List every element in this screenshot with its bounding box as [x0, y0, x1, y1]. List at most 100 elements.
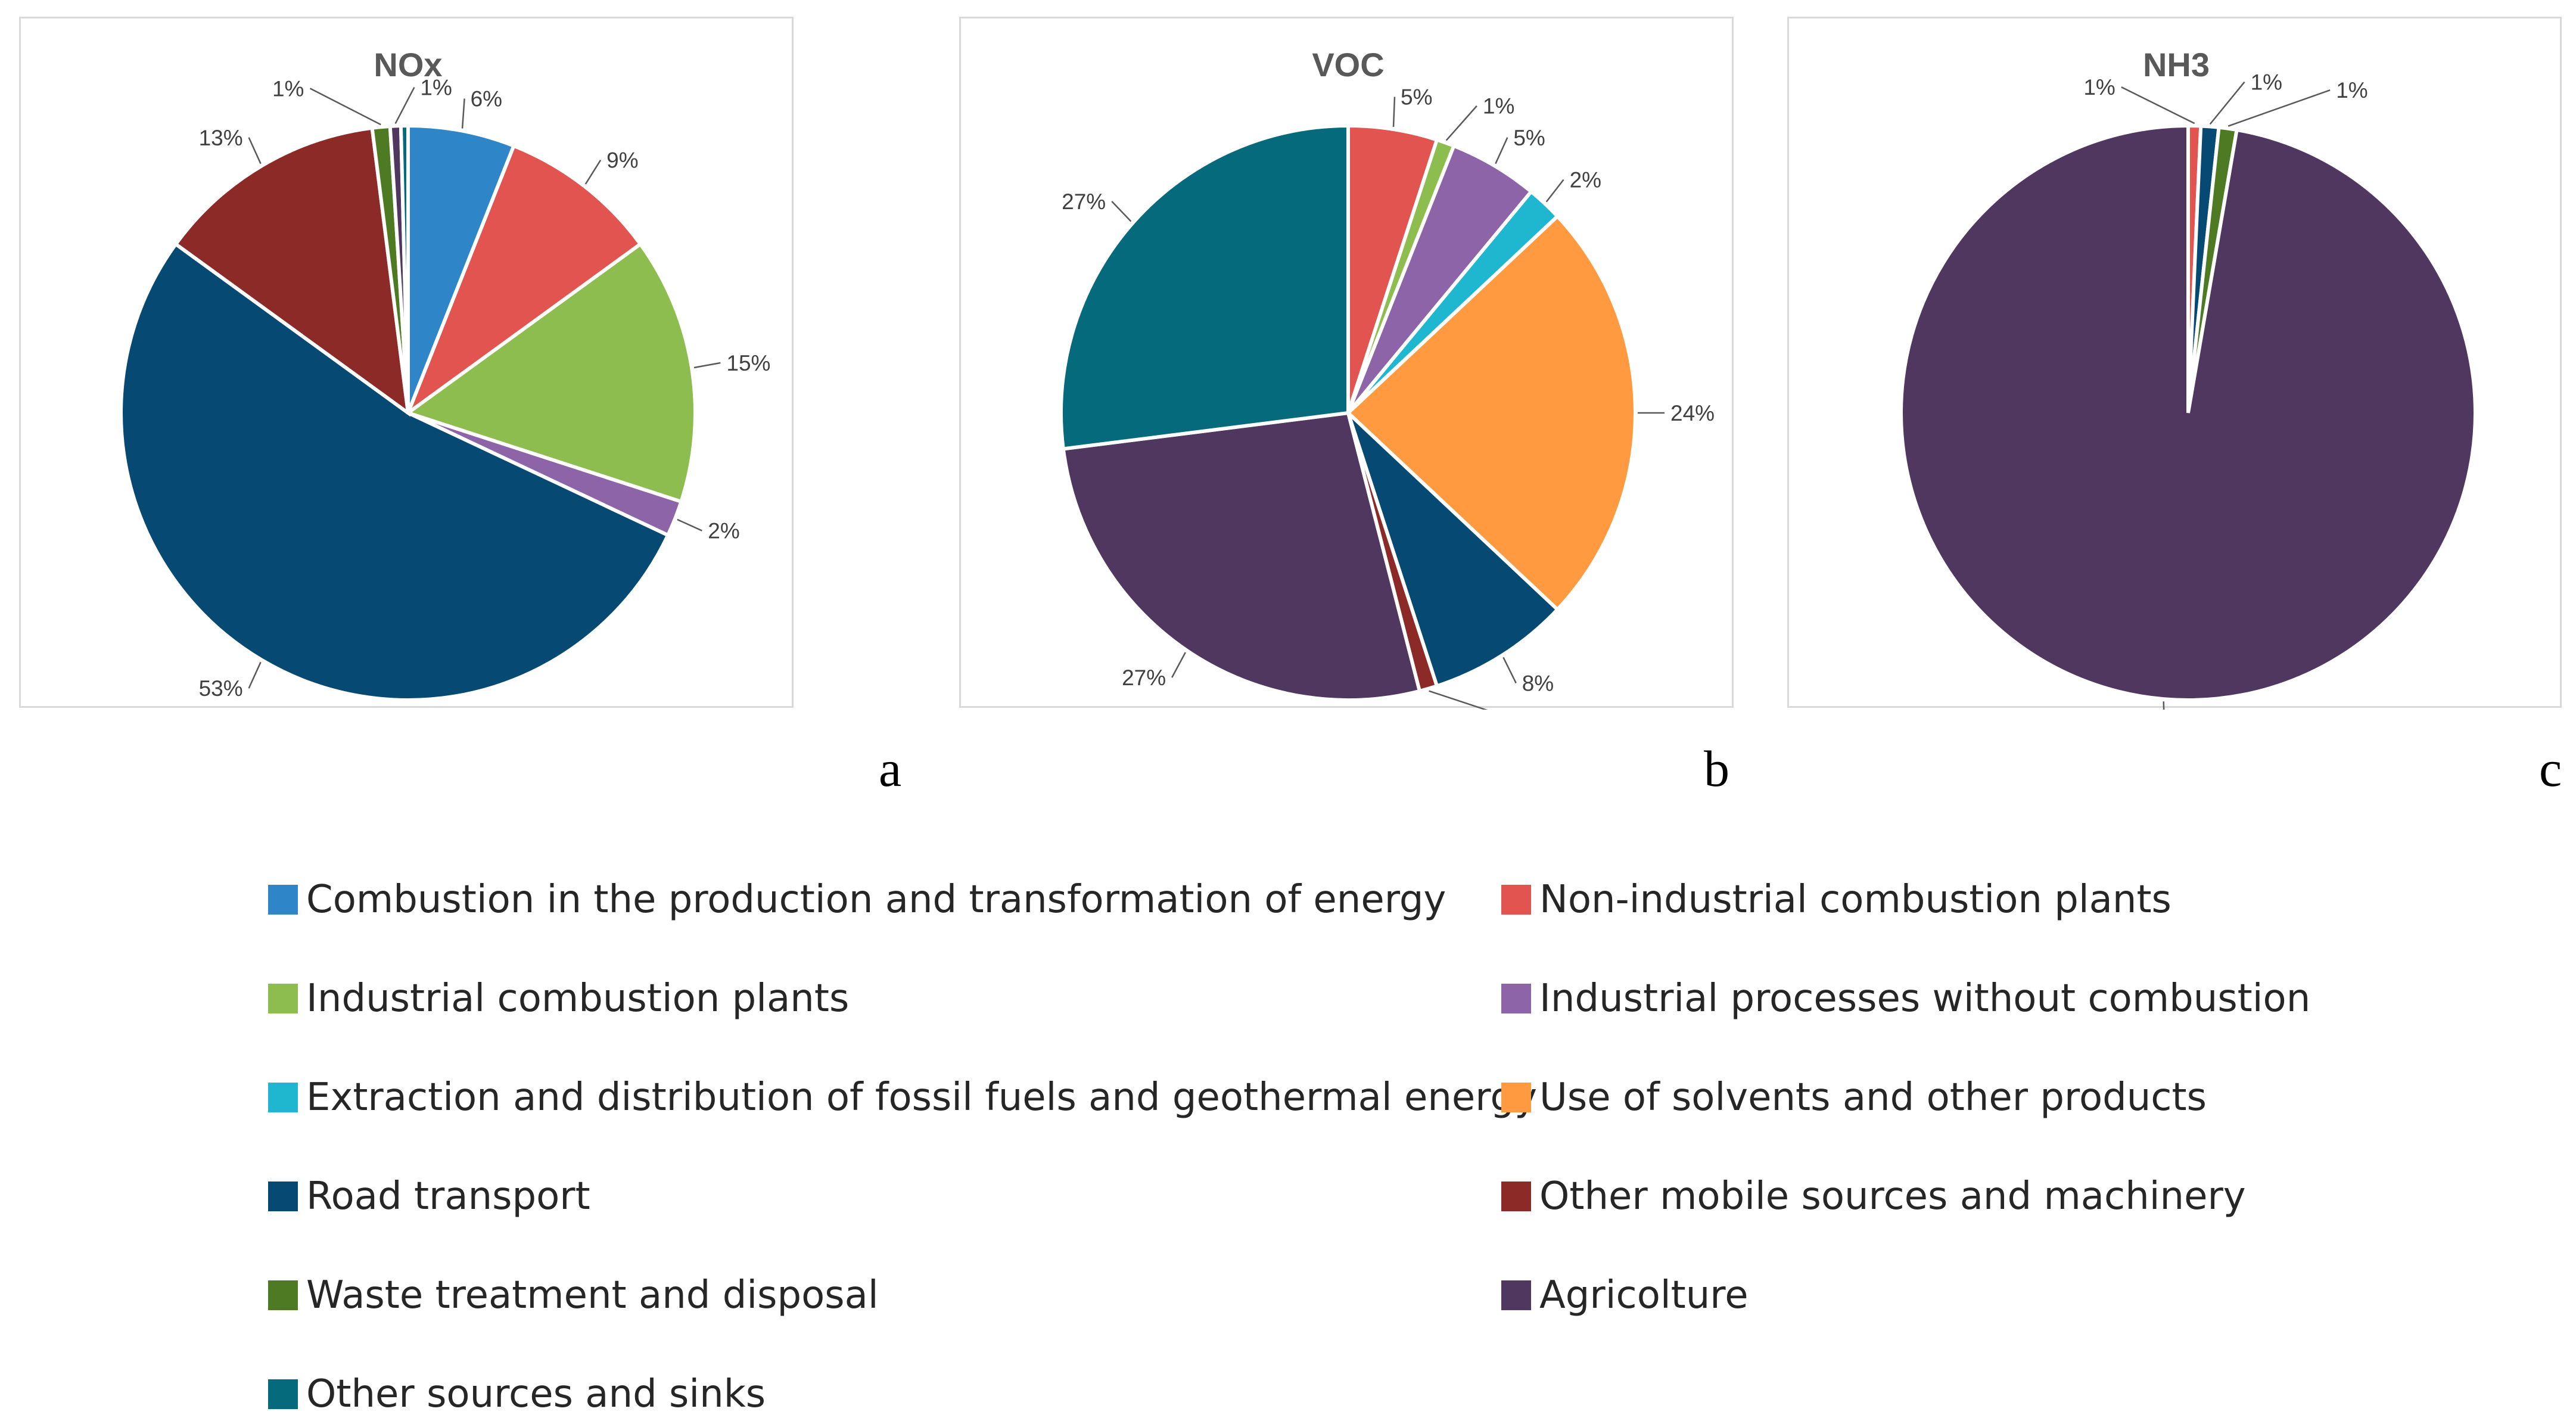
nox-leader-line: [461, 98, 465, 129]
legend-item-road-transport: Road transport: [268, 1167, 590, 1226]
nh3-chart-title: NH3: [2143, 46, 2210, 83]
voc-slice-use-of-solvents-and-other-products: [1345, 213, 1637, 612]
legend-item-combustion-in-the-production-and-transformation-of-energy: Combustion in the production and transfo…: [268, 870, 1446, 929]
legend-item-waste-treatment-and-disposal: Waste treatment and disposal: [268, 1266, 879, 1325]
legend-item-non-industrial-combustion-plants: Non-industrial combustion plants: [1501, 870, 2171, 929]
legend-label: Extraction and distribution of fossil fu…: [306, 1075, 1537, 1120]
nh3-chart-panel: NH3 1%1%1%97%: [1787, 17, 2562, 710]
voc-chart-panel: VOC 5% 1% 5% 2% 24% 8% 1% 27% 27%: [959, 17, 1734, 710]
nox-label-industrial-processes-without-combustion: 2%: [708, 519, 739, 543]
nox-label-road-transport: 53%: [199, 676, 243, 701]
legend-label: Waste treatment and disposal: [306, 1273, 879, 1317]
legend-swatch: [1501, 885, 1531, 915]
voc-slice-labels: 5% 1% 5% 2% 24% 8% 1% 27% 27%: [1062, 85, 1715, 710]
panel-label-b: b: [1704, 740, 1729, 797]
legend-swatch: [268, 1182, 298, 1211]
voc-label-other-mobile-sources-and-machinery: 1%: [1523, 708, 1555, 710]
nox-leader-line: [248, 661, 262, 689]
nox-slice-other-sources-and-sinks: [399, 123, 410, 413]
legend-item-other-sources-and-sinks: Other sources and sinks: [268, 1364, 766, 1424]
voc-label-non-industrial-combustion-plants: 5%: [1401, 85, 1432, 110]
legend-label: Non-industrial combustion plants: [1539, 878, 2171, 922]
legend-swatch: [1501, 984, 1531, 1013]
legend-item-extraction-and-distribution-of-fossil-fuels-and-geothermal-energy: Extraction and distribution of fossil fu…: [268, 1068, 1537, 1127]
legend-swatch: [268, 984, 298, 1013]
legend-item-industrial-processes-without-combustion: Industrial processes without combustion: [1501, 969, 2310, 1028]
legend-label: Other mobile sources and machinery: [1539, 1174, 2246, 1218]
legend-swatch: [1501, 1182, 1531, 1211]
legend-label: Other sources and sinks: [306, 1372, 766, 1416]
nox-slice-non-industrial-combustion-plants: [404, 143, 643, 418]
voc-label-road-transport: 8%: [1522, 671, 1554, 695]
voc-slices: [1059, 123, 1637, 702]
legend-label: Road transport: [306, 1174, 590, 1218]
nox-slice-road-transport: [119, 241, 671, 702]
legend-swatch: [268, 885, 298, 915]
nh3-pie-chart: NH3 1%1%1%97%: [1899, 46, 2477, 710]
voc-label-extraction-and-distribution-of-fossil-fuels-and-geothermal-energy: 2%: [1570, 168, 1601, 192]
panel-label-a: a: [879, 740, 902, 797]
legend-label: Industrial processes without combustion: [1539, 977, 2311, 1021]
legend-label: Use of solvents and other products: [1539, 1075, 2207, 1120]
nox-label-agricolture: 1%: [420, 76, 452, 100]
legend-item-industrial-combustion-plants: Industrial combustion plants: [268, 969, 849, 1028]
voc-leader-line: [1111, 201, 1132, 222]
nh3-label-non-industrial-combustion-plants: 1%: [2083, 75, 2115, 100]
nox-label-combustion-in-the-production-and-transformation-of-energy: 6%: [471, 87, 502, 111]
legend-swatch: [1501, 1083, 1531, 1112]
legend-item-agricolture: Agricolture: [1501, 1266, 1749, 1325]
nh3-leader-line: [2121, 86, 2195, 125]
nh3-slice-labels: 1%1%1%97%: [2083, 70, 2368, 710]
nox-slice-industrial-combustion-plants: [404, 241, 697, 504]
voc-label-industrial-combustion-plants: 1%: [1483, 94, 1514, 119]
legend-swatch: [268, 1083, 298, 1112]
legend-swatch: [268, 1280, 298, 1310]
voc-slice-road-transport: [1346, 411, 1560, 689]
voc-label-use-of-solvents-and-other-products: 24%: [1670, 401, 1715, 425]
nh3-slices: [1899, 123, 2477, 702]
voc-slice-agricolture: [1061, 411, 1422, 702]
voc-leader-line: [1392, 97, 1396, 128]
voc-label-other-sources-and-sinks: 27%: [1062, 189, 1106, 214]
voc-label-industrial-processes-without-combustion: 5%: [1513, 126, 1545, 150]
voc-leader-line: [1171, 652, 1186, 678]
nox-leader-line: [394, 86, 415, 125]
voc-leader-line: [1429, 690, 1488, 710]
voc-leader-line: [1495, 137, 1508, 164]
nox-leader-line: [309, 88, 381, 126]
legend-label: Industrial combustion plants: [306, 977, 850, 1021]
voc-chart-title: VOC: [1312, 46, 1384, 83]
legend-swatch: [268, 1379, 298, 1409]
nh3-label-waste-treatment-and-disposal: 1%: [2336, 78, 2367, 102]
legend-label: Agricolture: [1539, 1273, 1749, 1317]
nox-chart-title: NOx: [374, 46, 442, 83]
nox-slice-other-mobile-sources-and-machinery: [173, 126, 410, 417]
nh3-label-road-transport: 1%: [2251, 70, 2282, 95]
nox-pie-chart: NOx 6% 9% 15% 2% 53% 13% 1% 1%: [119, 46, 771, 702]
nox-label-industrial-combustion-plants: 15%: [726, 351, 770, 375]
nox-label-other-mobile-sources-and-machinery: 13%: [199, 126, 243, 150]
voc-leader-line: [1502, 657, 1517, 683]
legend-item-use-of-solvents-and-other-products: Use of solvents and other products: [1501, 1068, 2207, 1127]
nh3-leader-line: [2209, 81, 2245, 125]
nox-leader-line: [584, 160, 602, 185]
voc-leader-line: [1445, 105, 1477, 141]
nox-chart-panel: NOx 6% 9% 15% 2% 53% 13% 1% 1%: [19, 17, 794, 708]
nox-slices: [119, 123, 697, 702]
nh3-leader-line: [2227, 89, 2331, 127]
voc-slice-other-sources-and-sinks: [1059, 123, 1350, 451]
legend-item-other-mobile-sources-and-machinery: Other mobile sources and machinery: [1501, 1167, 2246, 1226]
nox-label-non-industrial-combustion-plants: 9%: [606, 148, 638, 173]
nox-leader-line: [693, 362, 721, 369]
nox-slice-combustion-in-the-production-and-transformation-of-energy: [406, 123, 517, 414]
nh3-leader-line: [2163, 701, 2165, 710]
panel-label-c: c: [2539, 740, 2562, 797]
nox-label-waste-treatment-and-disposal: 1%: [272, 76, 304, 101]
nox-leader-line: [248, 137, 262, 164]
nox-slice-labels: 6% 9% 15% 2% 53% 13% 1% 1%: [199, 76, 771, 701]
voc-pie-chart: VOC 5% 1% 5% 2% 24% 8% 1% 27% 27%: [1059, 46, 1715, 710]
nox-leader-line: [677, 518, 702, 531]
voc-label-agricolture: 27%: [1122, 666, 1166, 690]
voc-leader-line: [1545, 179, 1564, 203]
nh3-slice-agricolture: [1899, 123, 2477, 702]
